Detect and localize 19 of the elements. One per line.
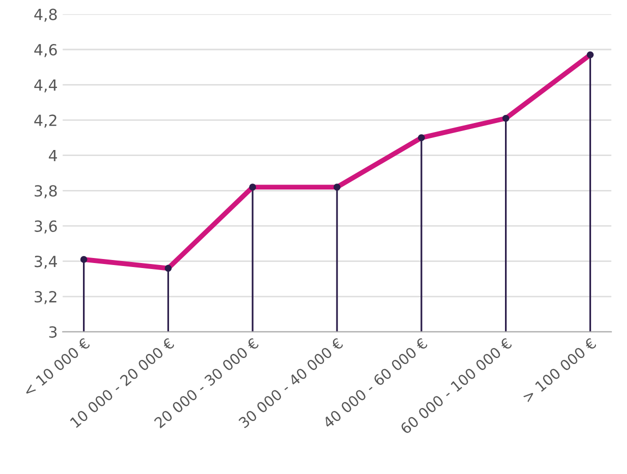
x-tick-label: > 100 000 € [522,337,597,403]
y-tick-label: 4,6 [34,44,57,58]
y-tick-label: 3,8 [34,185,57,198]
point [80,256,88,263]
y-tick-label: 3 [49,326,57,338]
point [418,134,425,142]
x-tick-label: < 10 000 € [22,337,90,397]
y-tick-label: 4,8 [34,8,57,22]
point [164,264,172,272]
y-tick-label: 3,4 [34,256,57,269]
point [249,184,256,191]
y-tick-label: 4,2 [34,114,56,128]
y-tick-label: 4,4 [34,79,57,92]
point [586,51,594,58]
y-tick-label: 3,6 [34,220,57,234]
point [334,184,340,191]
y-tick-label: 3,2 [34,290,56,304]
point [502,114,510,122]
y-tick-label: 4 [48,150,57,162]
